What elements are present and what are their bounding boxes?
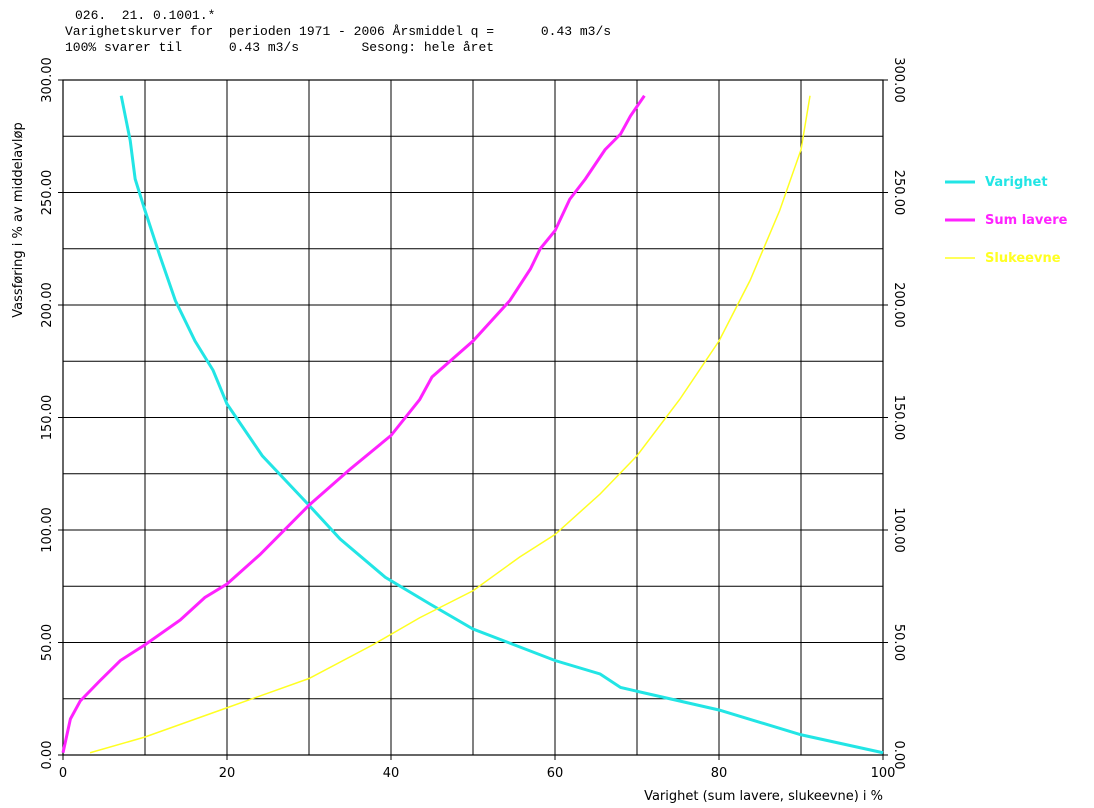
y-tick-label: 150.00 <box>40 395 55 441</box>
header-line: 026. 21. 0.1001.* <box>75 8 215 23</box>
x-tick-label: 80 <box>711 766 728 781</box>
y-tick-label: 0.00 <box>891 741 906 770</box>
y-tick-label: 250.00 <box>40 170 55 216</box>
y-tick-label: 200.00 <box>891 282 906 328</box>
x-tick-label: 60 <box>547 766 564 781</box>
y-tick-label: 0.00 <box>40 741 55 770</box>
y-tick-label: 50.00 <box>40 624 55 661</box>
y-tick-label: 100.00 <box>40 507 55 553</box>
x-tick-label: 100 <box>871 766 896 781</box>
legend-label: Slukeevne <box>985 251 1061 266</box>
y-tick-label: 300.00 <box>891 57 906 103</box>
y-tick-label: 250.00 <box>891 170 906 216</box>
header-line: 100% svarer til 0.43 m3/s Sesong: hele å… <box>65 40 494 55</box>
y-tick-label: 100.00 <box>891 507 906 553</box>
data-line <box>61 94 646 754</box>
x-tick-label: 40 <box>383 766 400 781</box>
y-tick-label: 150.00 <box>891 395 906 441</box>
x-tick-label: 0 <box>59 766 67 781</box>
y-axis-label: Vassføring i % av middelavløp <box>11 122 26 317</box>
y-tick-label: 50.00 <box>891 624 906 661</box>
legend-label: Sum lavere <box>985 213 1068 228</box>
data-line <box>119 95 884 755</box>
y-tick-label: 300.00 <box>40 57 55 103</box>
header-line: Varighetskurver for perioden 1971 - 2006… <box>65 24 611 39</box>
x-tick-label: 20 <box>219 766 236 781</box>
y-tick-label: 200.00 <box>40 282 55 328</box>
data-line <box>89 95 811 754</box>
legend-label: Varighet <box>985 175 1048 190</box>
x-axis-label: Varighet (sum lavere, slukeevne) i % <box>644 789 883 804</box>
